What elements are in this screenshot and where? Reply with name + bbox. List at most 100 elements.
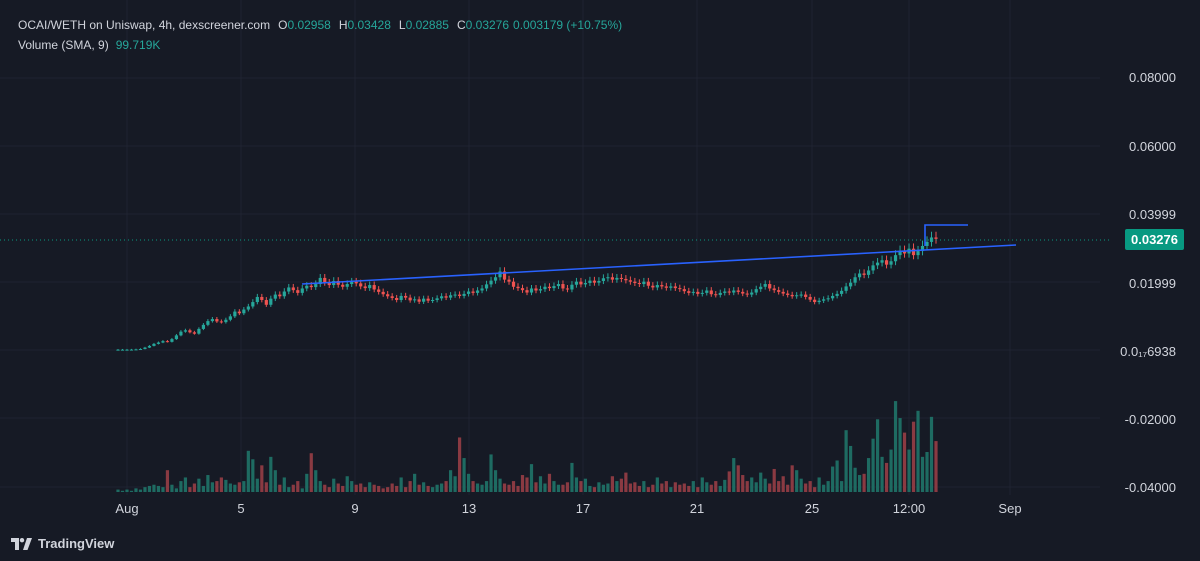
volume-bar — [422, 482, 426, 492]
volume-bar — [534, 482, 538, 492]
volume-bar — [884, 462, 889, 492]
candle-body — [404, 295, 408, 298]
volume-bar — [813, 487, 817, 492]
candle-body — [790, 294, 794, 297]
candle-body — [188, 330, 192, 333]
candle-body — [862, 273, 866, 275]
candle-body — [242, 309, 246, 314]
candle-body — [920, 245, 925, 252]
volume-bar — [817, 477, 821, 492]
chart-overlays — [0, 224, 1110, 285]
volume-bar — [291, 484, 295, 492]
volume-bar — [296, 481, 300, 492]
candle-body — [125, 349, 129, 351]
volume-bar — [327, 487, 331, 492]
candle-body — [929, 237, 934, 242]
volume-bar — [264, 482, 268, 492]
volume-bar — [170, 484, 174, 492]
volume-bar — [628, 483, 632, 492]
volume-bar — [911, 421, 916, 492]
candle-body — [898, 250, 902, 256]
volume-bar — [138, 489, 143, 492]
volume-bar — [898, 418, 902, 492]
candle-body — [368, 285, 372, 289]
volume-bar — [147, 485, 152, 492]
candle-body — [431, 300, 435, 302]
candle-body — [795, 295, 799, 297]
volume-bar — [538, 476, 543, 492]
candle-body — [165, 341, 170, 343]
volume-bar — [597, 482, 601, 492]
candle-body — [201, 324, 205, 329]
volume-bar — [853, 467, 857, 492]
candle-body — [655, 285, 659, 288]
volume-bar — [826, 481, 830, 492]
candle-body — [893, 255, 898, 262]
volume-bar — [705, 482, 709, 492]
volume-bar — [840, 481, 844, 492]
candle-body — [822, 299, 826, 301]
candle-body — [817, 300, 821, 303]
candle-body — [642, 281, 646, 285]
volume-bar — [462, 458, 466, 492]
volume-bar — [741, 475, 745, 492]
candle-body — [399, 295, 403, 301]
volume-bar — [273, 470, 277, 492]
candle-body — [637, 283, 641, 285]
candle-body — [138, 348, 143, 350]
volume-bar — [448, 470, 453, 492]
volume-bar — [399, 477, 403, 492]
time-tick: 13 — [461, 501, 477, 516]
volume-bar — [844, 430, 848, 492]
candle-body — [493, 277, 498, 281]
volume-bar — [314, 470, 318, 492]
price-tick: 0.01999 — [1129, 276, 1176, 291]
tradingview-logo[interactable]: TradingView — [11, 536, 114, 551]
volume-bar — [197, 478, 201, 492]
volume-bar — [125, 489, 129, 492]
candle-body — [251, 302, 255, 307]
candle-body — [813, 299, 817, 303]
candle-body — [619, 277, 623, 279]
volume-bar — [831, 466, 835, 492]
volume-bar — [165, 470, 170, 492]
candle-body — [152, 343, 156, 346]
volume-bar — [502, 483, 507, 492]
candle-body — [300, 288, 304, 293]
chart-legend: OCAI/WETH on Uniswap, 4h, dexscreener.co… — [18, 17, 622, 53]
candle-body — [651, 285, 655, 288]
time-tick: 9 — [351, 501, 359, 516]
volume-bar — [300, 488, 304, 492]
candle-body — [840, 290, 844, 294]
volume-bar — [116, 489, 120, 492]
candle-body — [646, 281, 650, 286]
volume-bar — [511, 481, 516, 492]
volume-bar — [736, 465, 740, 492]
candle-body — [174, 335, 179, 340]
candle-body — [471, 291, 475, 293]
candle-body — [916, 251, 920, 256]
candle-body — [197, 328, 201, 334]
volume-bar — [660, 483, 664, 492]
volume-bar — [287, 487, 291, 492]
change-value: 0.003179 (+10.75%) — [513, 18, 623, 32]
volume-bar — [619, 478, 623, 492]
volume-bar — [480, 484, 484, 492]
volume-bar — [417, 484, 421, 492]
candle-body — [161, 341, 165, 343]
candle-body — [543, 286, 547, 290]
volume-bar — [251, 459, 255, 492]
tradingview-icon — [11, 537, 32, 550]
volume-bar — [925, 452, 929, 492]
candle-body — [507, 279, 511, 282]
volume-bar — [772, 468, 776, 492]
candle-body — [884, 260, 889, 265]
candle-body — [246, 306, 250, 310]
candle-body — [592, 280, 597, 283]
candle-body — [565, 288, 570, 290]
high-value: 0.03428 — [347, 18, 391, 32]
candle-body — [466, 291, 471, 294]
volume-bar — [215, 481, 219, 492]
candle-body — [444, 296, 448, 298]
